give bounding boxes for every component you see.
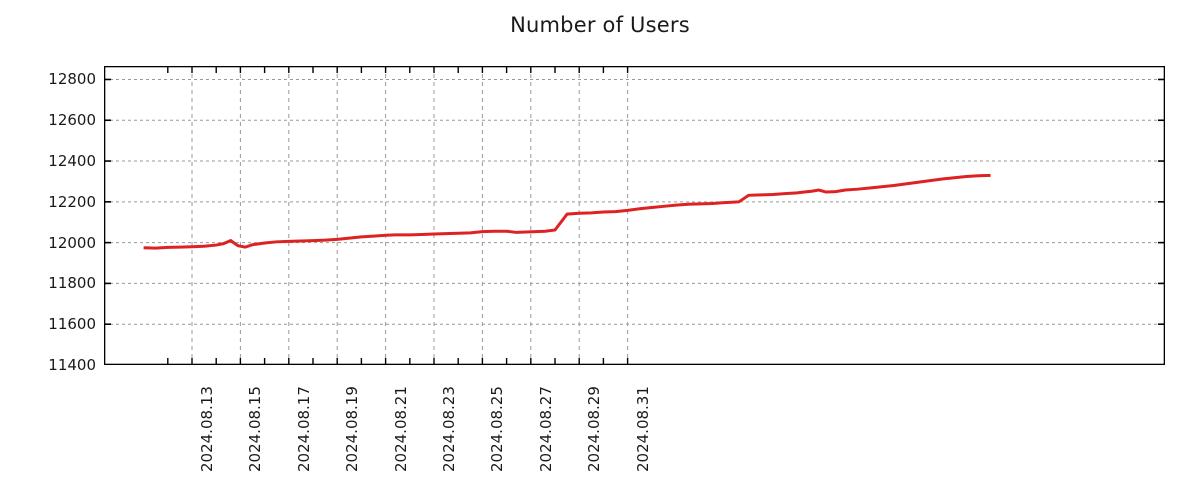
x-axis-tick-label: 2024.08.19: [343, 386, 362, 472]
x-axis-tick-label: 2024.08.29: [585, 386, 604, 472]
y-axis-tick-label: 12400: [48, 152, 96, 171]
data-series-line: [143, 173, 991, 250]
x-axis-tick-label: 2024.08.27: [536, 386, 555, 472]
plot-area: [104, 66, 1165, 365]
plot-border: [104, 66, 1165, 365]
y-axis-tick-label: 12800: [48, 70, 96, 89]
chart-title: Number of Users: [510, 13, 690, 37]
y-axis-tick-label: 12000: [48, 233, 96, 252]
x-axis-tick-label: 2024.08.25: [488, 386, 507, 472]
gridlines: [104, 78, 1165, 365]
x-axis-tick-label: 2024.08.31: [633, 386, 652, 472]
x-axis-tick-label: 2024.08.15: [246, 386, 265, 472]
y-axis-tick-label: 12200: [48, 192, 96, 211]
y-axis-tick-label: 11600: [48, 315, 96, 334]
line-chart-svg: [104, 66, 1165, 365]
y-axis-label-group: 11400 11600 11800 12000 12200 12400 12600 12800: [0, 0, 96, 500]
x-axis-tick-label: 2024.08.21: [391, 386, 410, 472]
y-axis-tick-label: 12600: [48, 111, 96, 130]
y-axis-tick-label: 11800: [48, 274, 96, 293]
x-axis-tick-label: 2024.08.13: [198, 386, 216, 472]
x-axis-tick-label: 2024.08.23: [440, 386, 458, 472]
y-axis-tick-label: 11400: [48, 356, 96, 374]
axis-ticks: [167, 66, 629, 365]
x-axis-tick-label: 2024.08.17: [294, 386, 313, 472]
